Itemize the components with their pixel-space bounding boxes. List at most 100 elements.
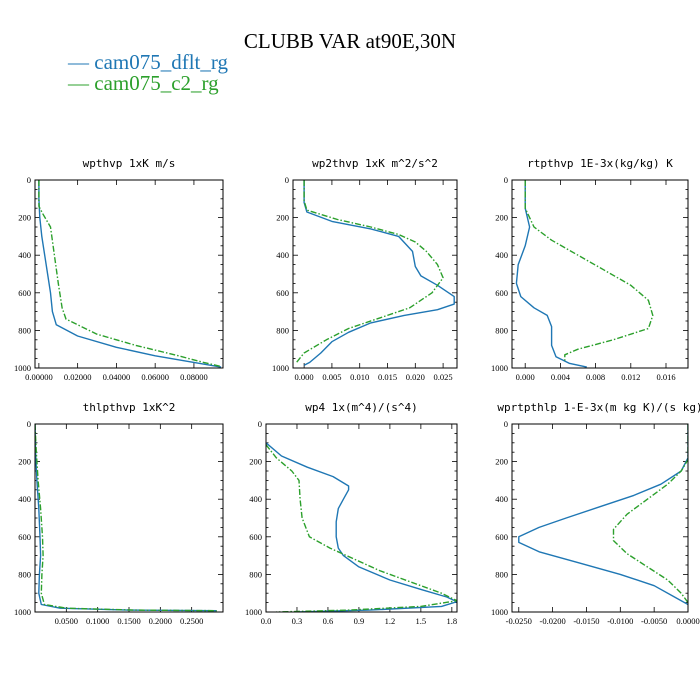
plot-frame [511,179,689,369]
series-line-c2 [266,444,457,612]
plot-frame [292,179,458,369]
x-tick-label: 0.02000 [64,372,92,382]
plot-frame [34,179,224,369]
y-tick-label: 600 [18,288,31,298]
y-tick-label: 600 [495,288,508,298]
x-tick-label: 0.000 [516,372,535,382]
y-tick-label: 600 [276,288,289,298]
x-tick-label: 0.9 [354,616,365,626]
legend-entry-2: — cam075_c2_rg [67,71,219,95]
x-tick-label: 0.0 [261,616,272,626]
y-tick-label: 0 [504,419,508,429]
y-tick-label: 800 [495,569,508,579]
y-tick-label: 1000 [14,607,31,617]
y-tick-label: 400 [495,250,508,260]
x-tick-label: 0.04000 [103,372,131,382]
x-tick-label: 1.2 [385,616,396,626]
y-tick-label: 800 [18,325,31,335]
y-tick-label: 1000 [272,363,289,373]
panel-title: wp4 1x(m^4)/(s^4) [305,401,418,414]
x-tick-label: 0.008 [586,372,605,382]
x-tick-label: -0.0250 [506,616,532,626]
y-tick-label: 600 [495,532,508,542]
y-tick-label: 200 [276,213,289,223]
y-tick-label: 1000 [245,607,262,617]
y-tick-label: 200 [18,457,31,467]
y-tick-label: 800 [249,569,262,579]
x-tick-label: 0.010 [350,372,369,382]
plot-frame [34,423,224,613]
panel-6: wprtpthlp 1-E-3x(m kg K)/(s kg) 0 200 400 60… [491,401,700,626]
series-line-dflt [38,180,222,368]
series-line-dflt [266,442,457,612]
plot-area [38,180,222,368]
panel-2: wp2thvp 1xK m^2/s^2 0 200 400 600 800 1000 0.00… [272,157,458,382]
y-tick-label: 0 [504,175,508,185]
x-tick-label: 0.2000 [149,616,172,626]
panel-title: wp2thvp 1xK m^2/s^2 [312,157,438,170]
x-tick-label: 0.020 [406,372,425,382]
x-tick-label: 0.025 [434,372,453,382]
y-tick-label: 400 [249,494,262,504]
x-tick-label: 0.2500 [180,616,203,626]
plot-frame [511,423,689,613]
figure-title: CLUBB VAR at90E,30N [244,29,456,53]
x-tick-label: 0.6 [323,616,334,626]
x-tick-label: -0.0150 [573,616,599,626]
series-line-c2 [38,180,222,368]
y-tick-label: 800 [495,325,508,335]
x-tick-label: -0.0100 [607,616,633,626]
y-tick-label: 200 [249,457,262,467]
y-tick-label: 600 [18,532,31,542]
x-tick-label: 1.5 [416,616,427,626]
y-tick-label: 0 [27,175,31,185]
y-tick-label: 400 [495,494,508,504]
series-line-c2 [35,424,217,612]
y-tick-label: 800 [18,569,31,579]
x-tick-label: 0.08000 [180,372,208,382]
series-line-c2 [612,424,688,604]
x-tick-label: 0.0500 [55,616,78,626]
x-tick-label: 0.1500 [117,616,140,626]
plot-area [35,424,217,612]
x-tick-label: 0.00000 [25,372,53,382]
series-line-c2 [295,180,444,364]
panel-title: wprtpthlp 1-E-3x(m kg K)/(s kg) [497,401,700,414]
x-tick-label: 1.8 [447,616,458,626]
x-tick-label: 0.0000 [676,616,699,626]
y-tick-label: 1000 [491,607,508,617]
panel-4: thlpthvp 1xK^2 0 200 400 600 800 1000 0.0500 0.1… [14,401,224,626]
panel-3: rtpthvp 1E-3x(kg/kg) K 0 200 400 600 800 1000 0… [491,157,689,382]
panel-title: wpthvp 1xK m/s [83,157,176,170]
x-tick-label: 0.012 [621,372,640,382]
y-tick-label: 0 [285,175,289,185]
panel-title: thlpthvp 1xK^2 [83,401,176,414]
plot-area [266,442,457,612]
series-line-dflt [518,424,688,606]
y-tick-label: 400 [276,250,289,260]
legend-entry-1: — cam075_dflt_rg [67,50,229,74]
plot-area [518,424,688,606]
y-tick-label: 800 [276,325,289,335]
y-tick-label: 1000 [491,363,508,373]
y-tick-label: 400 [18,494,31,504]
series-line-c2 [524,180,654,361]
y-tick-label: 200 [495,213,508,223]
y-tick-label: 0 [27,419,31,429]
series-line-dflt [35,424,217,612]
y-tick-label: 0 [258,419,262,429]
y-tick-label: 1000 [14,363,31,373]
panel-title: rtpthvp 1E-3x(kg/kg) K [527,157,673,170]
series-line-dflt [515,180,587,368]
x-tick-label: 0.000 [295,372,314,382]
plot-area [515,180,654,368]
y-tick-label: 400 [18,250,31,260]
x-tick-label: 0.004 [551,372,571,382]
plot-area [295,180,455,366]
x-tick-label: 0.06000 [141,372,169,382]
x-tick-label: -0.0050 [641,616,667,626]
